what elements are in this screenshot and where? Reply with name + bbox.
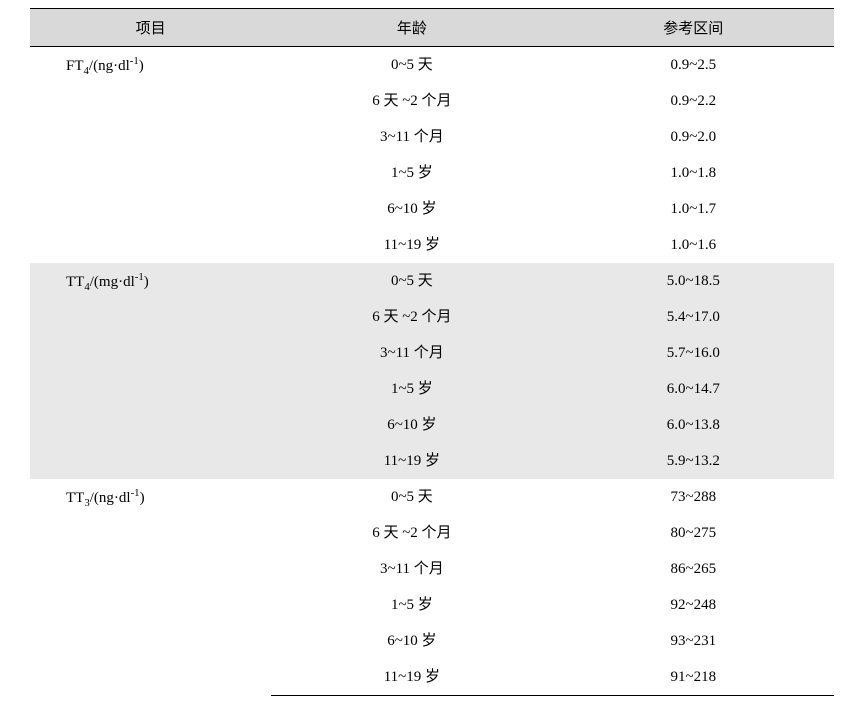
age-cell: 0~5 天	[271, 47, 552, 84]
age-cell: 1~5 岁	[271, 587, 552, 623]
range-cell: 0.9~2.2	[553, 83, 834, 119]
range-cell: 1.0~1.7	[553, 191, 834, 227]
item-cell: TT3/(ng·dl-1)	[30, 479, 271, 696]
range-cell: 5.4~17.0	[553, 299, 834, 335]
range-cell: 5.7~16.0	[553, 335, 834, 371]
range-cell: 5.9~13.2	[553, 443, 834, 479]
group-0: FT4/(ng·dl-1)0~5 天0.9~2.56 天 ~2 个月0.9~2.…	[30, 47, 834, 264]
range-cell: 80~275	[553, 515, 834, 551]
age-cell: 0~5 天	[271, 479, 552, 515]
table-row: TT4/(mg·dl-1)0~5 天5.0~18.5	[30, 263, 834, 299]
range-cell: 91~218	[553, 659, 834, 696]
range-cell: 5.0~18.5	[553, 263, 834, 299]
age-cell: 11~19 岁	[271, 227, 552, 263]
age-cell: 6~10 岁	[271, 623, 552, 659]
header-row: 项目 年龄 参考区间	[30, 9, 834, 47]
item-cell: TT4/(mg·dl-1)	[30, 263, 271, 479]
reference-table: 项目 年龄 参考区间 FT4/(ng·dl-1)0~5 天0.9~2.56 天 …	[30, 8, 834, 696]
table-row: TT3/(ng·dl-1)0~5 天73~288	[30, 479, 834, 515]
group-2: TT3/(ng·dl-1)0~5 天73~2886 天 ~2 个月80~2753…	[30, 479, 834, 696]
range-cell: 86~265	[553, 551, 834, 587]
age-cell: 6~10 岁	[271, 407, 552, 443]
header-age: 年龄	[271, 9, 552, 47]
range-cell: 73~288	[553, 479, 834, 515]
range-cell: 1.0~1.6	[553, 227, 834, 263]
age-cell: 6 天 ~2 个月	[271, 515, 552, 551]
age-cell: 6 天 ~2 个月	[271, 83, 552, 119]
item-cell: FT4/(ng·dl-1)	[30, 47, 271, 264]
table-row: FT4/(ng·dl-1)0~5 天0.9~2.5	[30, 47, 834, 84]
range-cell: 0.9~2.5	[553, 47, 834, 84]
range-cell: 0.9~2.0	[553, 119, 834, 155]
age-cell: 3~11 个月	[271, 551, 552, 587]
group-1: TT4/(mg·dl-1)0~5 天5.0~18.56 天 ~2 个月5.4~1…	[30, 263, 834, 479]
range-cell: 1.0~1.8	[553, 155, 834, 191]
age-cell: 3~11 个月	[271, 335, 552, 371]
age-cell: 11~19 岁	[271, 659, 552, 696]
age-cell: 6 天 ~2 个月	[271, 299, 552, 335]
age-cell: 0~5 天	[271, 263, 552, 299]
age-cell: 3~11 个月	[271, 119, 552, 155]
range-cell: 93~231	[553, 623, 834, 659]
header-item: 项目	[30, 9, 271, 47]
age-cell: 1~5 岁	[271, 371, 552, 407]
range-cell: 92~248	[553, 587, 834, 623]
age-cell: 11~19 岁	[271, 443, 552, 479]
range-cell: 6.0~14.7	[553, 371, 834, 407]
range-cell: 6.0~13.8	[553, 407, 834, 443]
age-cell: 6~10 岁	[271, 191, 552, 227]
header-range: 参考区间	[553, 9, 834, 47]
age-cell: 1~5 岁	[271, 155, 552, 191]
